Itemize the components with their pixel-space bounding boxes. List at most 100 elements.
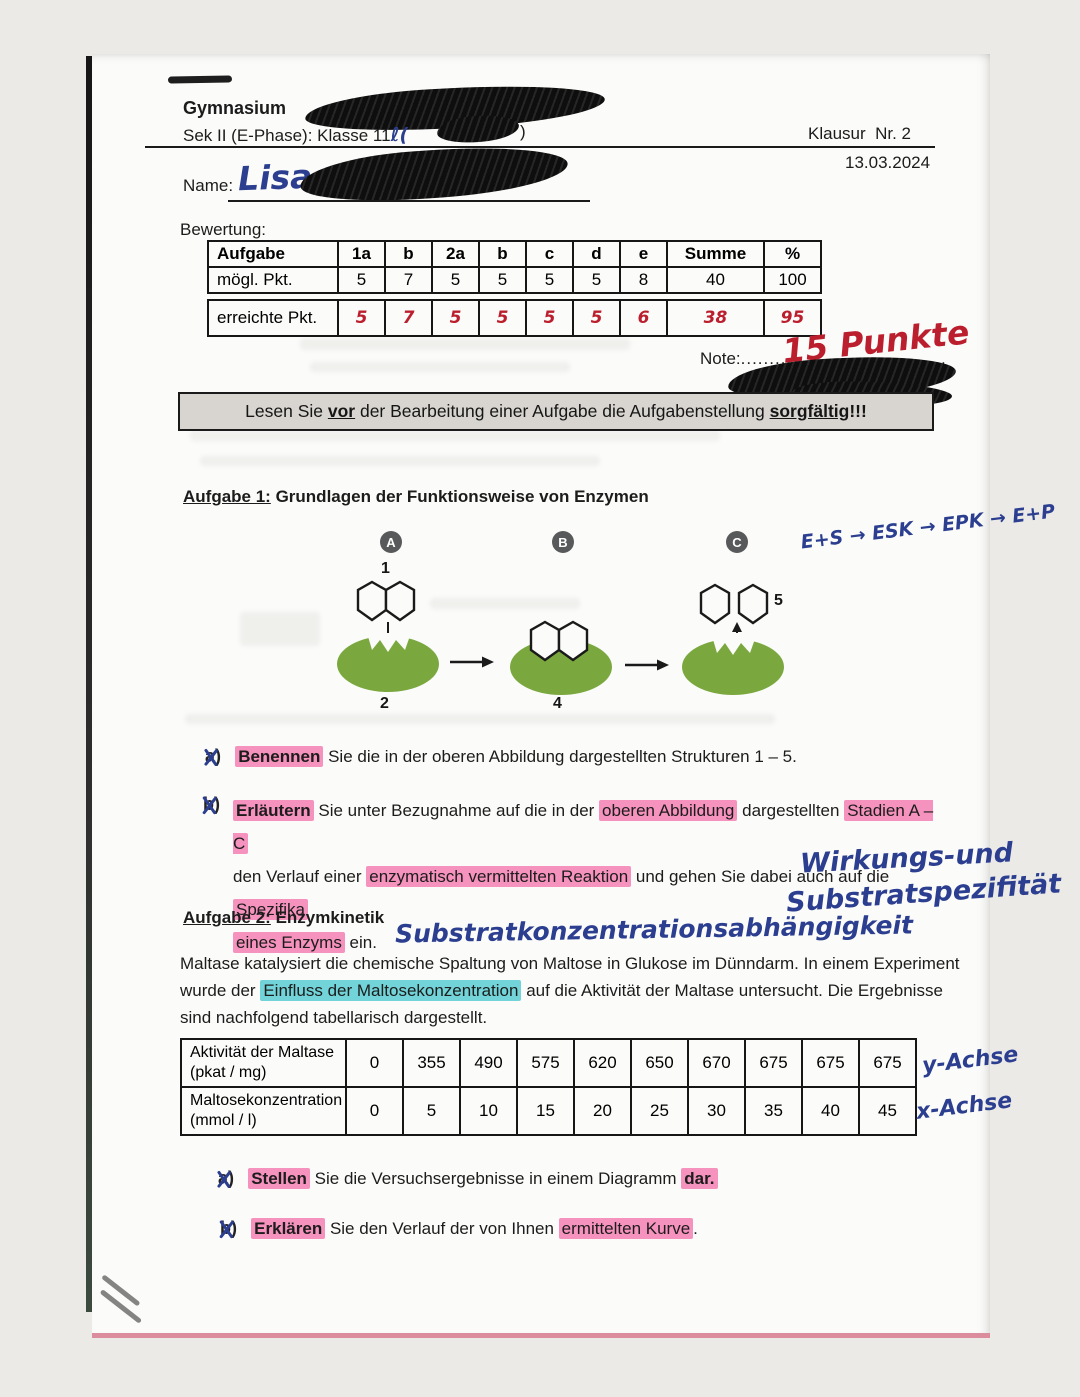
activity-row-label: Aktivität der Maltase (pkat / mg) <box>180 1038 347 1088</box>
possible-cell: 5 <box>478 266 527 294</box>
name-underline <box>228 200 590 202</box>
possible-cell: 7 <box>384 266 433 294</box>
task2b-text: Sie den Verlauf der von Ihnen <box>325 1219 559 1238</box>
task2b-marker: b) <box>220 1218 237 1238</box>
concentration-row-label: Maltosekonzentration (mmol / l) <box>180 1086 347 1136</box>
structure-label-1: 1 <box>381 560 390 577</box>
enzyme-shape-c <box>682 636 784 695</box>
folder-spine-edge <box>86 56 94 1312</box>
concentration-label-line2: (mmol / l) <box>190 1112 257 1129</box>
grading-achieved-table: erreichte Pkt. 5 7 5 5 5 5 6 38 95 <box>207 299 822 337</box>
class-line: Sek II (E-Phase): Klasse 11ℓ( <box>183 124 408 146</box>
notice-emphasis: sorgfältig <box>769 401 850 421</box>
notice-text: !!! <box>849 401 867 421</box>
achieved-cell: 7 <box>384 299 433 337</box>
activity-cell: 650 <box>630 1038 689 1088</box>
task2-run: wurde der <box>180 981 261 1000</box>
concentration-cell: 40 <box>801 1086 860 1136</box>
task1a-highlight: Benennen <box>235 746 324 767</box>
possible-cell: 40 <box>666 266 765 294</box>
activity-cell: 670 <box>687 1038 746 1088</box>
activity-cell: 355 <box>402 1038 461 1088</box>
notice-text: Lesen Sie <box>245 401 328 421</box>
task1b-run: dargestellten <box>737 801 845 820</box>
achieved-cell: 95 <box>763 299 822 337</box>
exam-label: Klausur <box>808 124 866 143</box>
note-label: Note: <box>700 349 741 368</box>
concentration-cell: 15 <box>516 1086 575 1136</box>
task2b-highlight: ermittelten Kurve <box>558 1218 694 1239</box>
task1-heading-label: Aufgabe 1: <box>183 487 271 506</box>
grading-header-cell: c <box>525 240 574 268</box>
activity-cell: 575 <box>516 1038 575 1088</box>
task2a-marker: a) <box>218 1168 235 1188</box>
bleed-through-text <box>200 456 600 466</box>
task2-run: Maltase katalysiert die chemische Spaltu… <box>180 954 960 973</box>
task2-cyan-highlight: Einfluss der Maltosekonzentration <box>260 980 522 1001</box>
achieved-cell: 5 <box>572 299 621 337</box>
task2a-highlight: Stellen <box>248 1168 310 1189</box>
activity-cell: 0 <box>345 1038 404 1088</box>
name-handwritten: Lisa <box>237 156 313 199</box>
task2-heading: Aufgabe 2: Enzymkinetik <box>183 908 384 928</box>
task2-paragraph-line1: Maltase katalysiert die chemische Spaltu… <box>180 950 970 977</box>
task1b-text: Erläutern Sie unter Bezugnahme auf die i… <box>233 794 943 959</box>
exam-date: 13.03.2024 <box>845 153 931 172</box>
activity-label-line2: (pkat / mg) <box>190 1064 267 1081</box>
structure-label-4: 4 <box>553 695 562 712</box>
task2-paragraph-line3: sind nachfolgend tabellarisch dargestell… <box>180 1004 970 1031</box>
achieved-cell: 5 <box>337 299 386 337</box>
task1b-line3: eines Enzyms ein. <box>233 926 943 959</box>
task1b-run: Sie unter Bezugnahme auf die in der <box>313 801 600 820</box>
task1b-highlight: Erläutern <box>233 800 314 821</box>
possible-cell: 5 <box>431 266 480 294</box>
achieved-cell: 38 <box>666 299 765 337</box>
grading-header-row: Aufgabe 1a b 2a b c d e Summe % <box>207 240 822 268</box>
grading-header-cell: % <box>763 240 822 268</box>
task2b-text: . <box>693 1219 698 1238</box>
class-handwritten: ℓ( <box>390 124 409 146</box>
task1b-run: ein. <box>344 933 377 952</box>
grading-header-cell: e <box>619 240 668 268</box>
substrate-molecule <box>356 580 416 622</box>
task2-paragraph: Maltase katalysiert die chemische Spaltu… <box>180 950 970 1031</box>
grading-achieved-row: erreichte Pkt. 5 7 5 5 5 5 6 38 95 <box>207 299 822 337</box>
concentration-cell: 20 <box>573 1086 632 1136</box>
achieved-cell: 6 <box>619 299 668 337</box>
concentration-label-line1: Maltosekonzentration <box>190 1092 343 1109</box>
arrow-right-icon <box>625 659 669 671</box>
pink-desk-edge <box>92 1333 990 1338</box>
maltose-concentration-row: Maltosekonzentration (mmol / l) 0 5 10 1… <box>180 1086 917 1136</box>
activity-cell: 675 <box>744 1038 803 1088</box>
possible-cell: 8 <box>619 266 668 294</box>
possible-cell: 5 <box>525 266 574 294</box>
maltase-data-table: Aktivität der Maltase (pkat / mg) 0 355 … <box>180 1038 917 1136</box>
header-rule <box>145 146 935 148</box>
activity-cell: 675 <box>801 1038 860 1088</box>
achieved-label: erreichte Pkt. <box>207 299 339 337</box>
activity-label-line1: Aktivität der Maltase <box>190 1044 335 1061</box>
activity-cell: 675 <box>858 1038 917 1088</box>
stage-badge-b: B <box>552 531 574 553</box>
achieved-cell: 5 <box>431 299 480 337</box>
task1b-run: und gehen Sie dabei auch auf die <box>631 867 890 886</box>
structure-label-2: 2 <box>380 695 389 712</box>
exam-label-row: Klausur Nr. 2 <box>808 124 911 144</box>
grading-header-cell: Summe <box>666 240 765 268</box>
bleed-through-text <box>300 338 630 350</box>
name-label: Name: <box>183 176 234 195</box>
task2-paragraph-line2: wurde der Einfluss der Maltosekonzentrat… <box>180 977 970 1004</box>
task2-heading-label: Aufgabe 2: <box>183 908 271 927</box>
activity-cell: 620 <box>573 1038 632 1088</box>
maltase-activity-row: Aktivität der Maltase (pkat / mg) 0 355 … <box>180 1038 917 1088</box>
class-paren-close: ) <box>520 122 526 141</box>
grading-header-cell: 1a <box>337 240 386 268</box>
class-line-text: Sek II (E-Phase): Klasse 11 <box>183 126 391 145</box>
task1b-line1: Erläutern Sie unter Bezugnahme auf die i… <box>233 794 943 860</box>
bleed-through-text <box>430 598 580 609</box>
task1a-marker: a) <box>205 746 222 766</box>
possible-cell: 5 <box>572 266 621 294</box>
achieved-cell: 5 <box>478 299 527 337</box>
task2a-highlight: dar. <box>681 1168 718 1189</box>
